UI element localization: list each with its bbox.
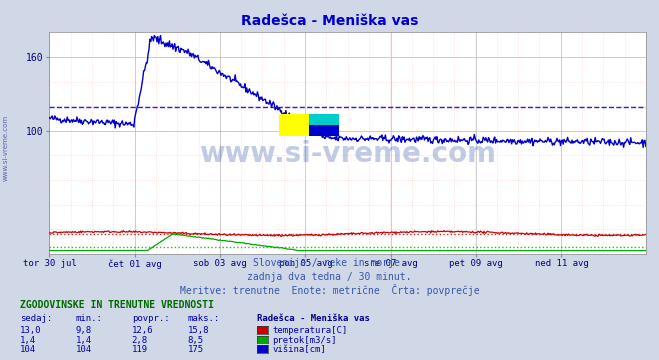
Text: 104: 104 [20,346,36,355]
Text: 12,6: 12,6 [132,326,154,335]
Text: 1,4: 1,4 [20,336,36,345]
Text: pretok[m3/s]: pretok[m3/s] [272,336,337,345]
Bar [309,114,339,125]
Text: 9,8: 9,8 [76,326,92,335]
Text: 8,5: 8,5 [188,336,204,345]
Text: povpr.:: povpr.: [132,314,169,323]
Text: 15,8: 15,8 [188,326,210,335]
Text: 175: 175 [188,346,204,355]
Bar [279,114,309,136]
Text: 119: 119 [132,346,148,355]
Bar [309,125,339,136]
Text: temperatura[C]: temperatura[C] [272,326,347,335]
Text: sedaj:: sedaj: [20,314,52,323]
Text: Meritve: trenutne  Enote: metrične  Črta: povprečje: Meritve: trenutne Enote: metrične Črta: … [180,284,479,297]
Text: višina[cm]: višina[cm] [272,346,326,355]
Text: maks.:: maks.: [188,314,220,323]
Text: 2,8: 2,8 [132,336,148,345]
Text: 13,0: 13,0 [20,326,42,335]
Text: min.:: min.: [76,314,103,323]
Text: Radešca - Meniška vas: Radešca - Meniška vas [257,314,370,323]
Text: zadnja dva tedna / 30 minut.: zadnja dva tedna / 30 minut. [247,272,412,282]
Text: Slovenija / reke in morje.: Slovenija / reke in morje. [253,258,406,268]
Text: www.si-vreme.com: www.si-vreme.com [199,140,496,168]
Text: 1,4: 1,4 [76,336,92,345]
Text: ZGODOVINSKE IN TRENUTNE VREDNOSTI: ZGODOVINSKE IN TRENUTNE VREDNOSTI [20,300,214,310]
Text: www.si-vreme.com: www.si-vreme.com [2,114,9,181]
Text: 104: 104 [76,346,92,355]
Text: Radešca - Meniška vas: Radešca - Meniška vas [241,14,418,28]
